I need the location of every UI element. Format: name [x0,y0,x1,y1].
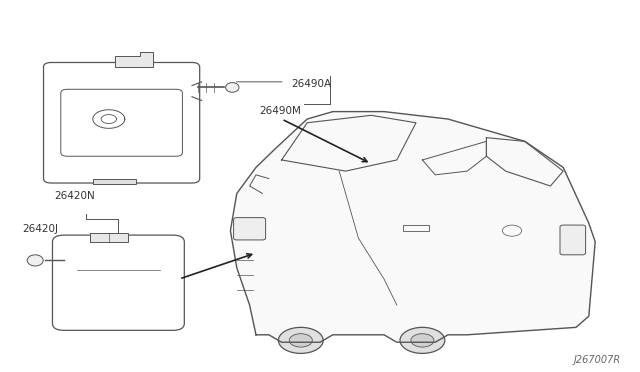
Text: 26490A: 26490A [291,79,332,89]
Circle shape [400,327,445,353]
Circle shape [289,334,312,347]
Text: 26420J: 26420J [22,224,58,234]
Ellipse shape [226,83,239,92]
Bar [93,179,136,184]
FancyBboxPatch shape [560,225,586,255]
Text: 26490M: 26490M [259,106,301,116]
Polygon shape [230,112,595,342]
Bar [90,232,128,242]
Circle shape [278,327,323,353]
Bar [403,225,429,231]
Text: 26420N: 26420N [54,191,95,201]
Polygon shape [115,52,153,67]
FancyBboxPatch shape [234,218,266,240]
Ellipse shape [28,255,44,266]
Circle shape [411,334,434,347]
Text: J267007R: J267007R [573,355,621,365]
